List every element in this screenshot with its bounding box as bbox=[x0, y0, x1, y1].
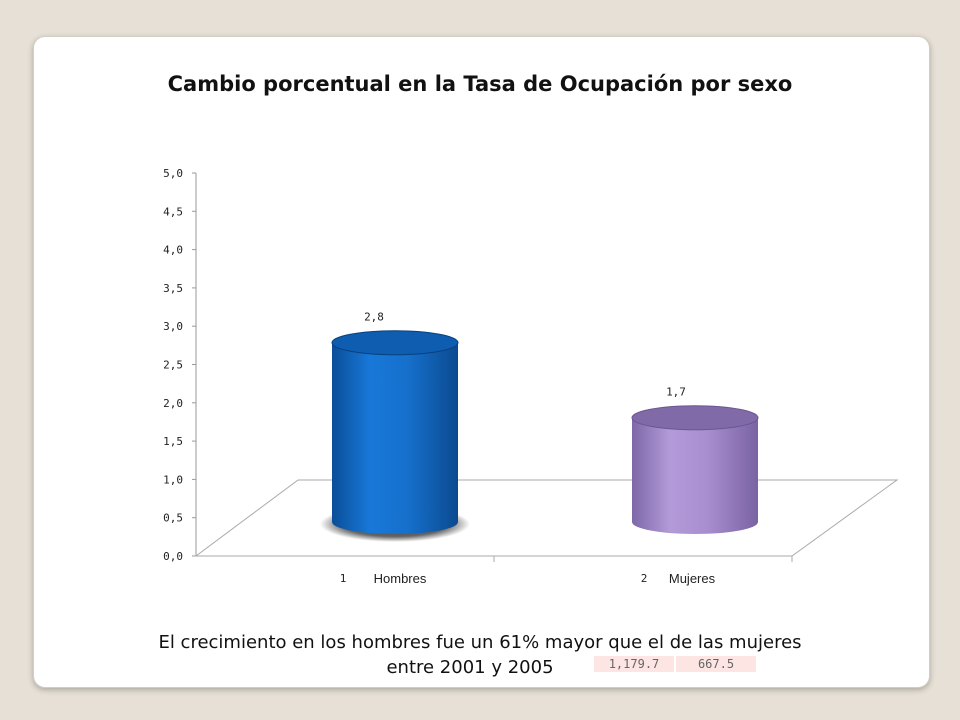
chart-floor bbox=[194, 479, 899, 557]
category-number: 1 bbox=[340, 572, 347, 585]
axis-layer: 0,0 0,5 1,0 1,5 2,0 2,5 3,0 3,5 4,0 4,5 5,0 bbox=[163, 167, 197, 563]
category-label: Mujeres bbox=[669, 571, 716, 586]
y-tick-label: 1,0 bbox=[163, 473, 183, 486]
caption-line-2: entre 2001 y 2005 bbox=[386, 657, 554, 678]
category-number: 2 bbox=[641, 572, 648, 585]
slide-panel bbox=[33, 36, 930, 688]
floor-layer bbox=[194, 479, 899, 562]
y-tick-label: 1,5 bbox=[163, 435, 183, 448]
y-tick-label: 2,0 bbox=[163, 397, 183, 410]
data-label: 2,8 bbox=[364, 311, 384, 324]
bar-mujeres bbox=[632, 417, 758, 534]
y-tick-label: 3,5 bbox=[163, 282, 183, 295]
y-tick-label: 4,5 bbox=[163, 205, 183, 218]
table-cell-1: 1,179.7 bbox=[594, 656, 674, 672]
y-tick-label: 3,0 bbox=[163, 320, 183, 333]
category-label: Hombres bbox=[374, 571, 427, 586]
caption-line-1: El crecimiento en los hombres fue un 61%… bbox=[158, 632, 802, 653]
y-tick-label: 0,5 bbox=[163, 512, 183, 525]
y-tick-label: 4,0 bbox=[163, 244, 183, 257]
y-tick-label: 2,5 bbox=[163, 359, 183, 372]
chart-title: Cambio porcentual en la Tasa de Ocupació… bbox=[167, 72, 793, 96]
table-cell-2: 667.5 bbox=[676, 656, 756, 672]
bar-hombres bbox=[332, 342, 458, 534]
data-label: 1,7 bbox=[666, 386, 686, 399]
label-layer: 2,8 1 Hombres 1,7 2 Mujeres bbox=[340, 311, 716, 586]
bar-layer bbox=[320, 330, 759, 542]
bar-top bbox=[631, 405, 759, 431]
y-tick-label: 0,0 bbox=[163, 550, 183, 563]
bar-top bbox=[331, 330, 459, 356]
y-tick-label: 5,0 bbox=[163, 167, 183, 180]
